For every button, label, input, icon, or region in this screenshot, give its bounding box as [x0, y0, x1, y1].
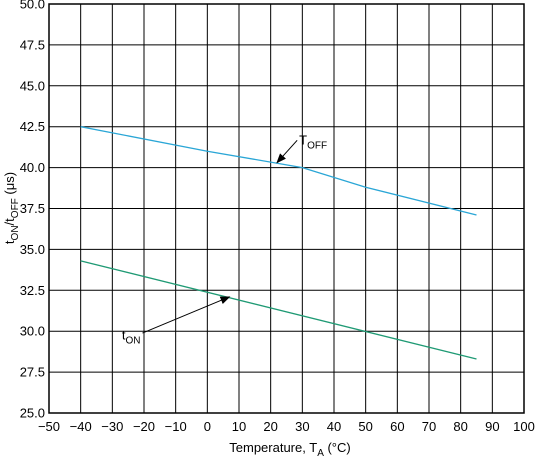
series-line-1 — [80, 260, 477, 360]
annotation-arrow-0 — [276, 139, 298, 164]
y-tick-label: 42.5 — [20, 119, 45, 134]
y-tick-label: 30.0 — [20, 324, 45, 339]
y-tick-label: 35.0 — [20, 242, 45, 257]
x-tick-label: 80 — [453, 419, 467, 434]
plot-frame — [48, 3, 525, 414]
x-tick-label: 0 — [204, 419, 211, 434]
x-tick-label: 60 — [390, 419, 404, 434]
x-tick-label: −20 — [133, 419, 155, 434]
x-tick-label: −10 — [165, 419, 187, 434]
y-tick-label: 27.5 — [20, 365, 45, 380]
y-tick-label: 47.5 — [20, 37, 45, 52]
x-tick-label: −50 — [38, 419, 60, 434]
annotations: TOFF tON — [122, 133, 327, 347]
x-tick-label: 20 — [263, 419, 277, 434]
y-tick-label: 50.0 — [20, 0, 45, 12]
y-axis-label: tON/tOFF (μs) — [2, 172, 21, 244]
x-axis-label: Temperature, TA (°C) — [229, 440, 350, 457]
series-lines — [80, 126, 477, 360]
x-tick-label: 40 — [327, 419, 341, 434]
y-tick-label: 32.5 — [20, 283, 45, 298]
y-tick-label: 37.5 — [20, 201, 45, 216]
x-tick-labels: −50 −40 −30 −20 −10 0 10 20 30 40 50 60 70 80 90 100 — [38, 419, 535, 434]
x-tick-label: 30 — [295, 419, 309, 434]
x-tick-label: 10 — [232, 419, 246, 434]
x-tick-label: 70 — [422, 419, 436, 434]
series-label-1: tON — [122, 327, 141, 346]
x-tick-label: 90 — [485, 419, 499, 434]
x-tick-label: −40 — [70, 419, 92, 434]
x-tick-label: 50 — [358, 419, 372, 434]
x-tick-label: 100 — [513, 419, 535, 434]
y-tick-labels: 25.0 27.5 30.0 32.5 35.0 37.5 40.0 42.5 45.0 47.5… — [20, 0, 45, 421]
y-tick-label: 25.0 — [20, 406, 45, 421]
series-line-0 — [80, 126, 477, 216]
annotation-arrow-1 — [142, 296, 231, 334]
x-tick-label: −30 — [101, 419, 123, 434]
y-tick-label: 40.0 — [20, 160, 45, 175]
grid — [48, 3, 525, 414]
series-label-0: TOFF — [299, 133, 327, 152]
y-tick-label: 45.0 — [20, 78, 45, 93]
